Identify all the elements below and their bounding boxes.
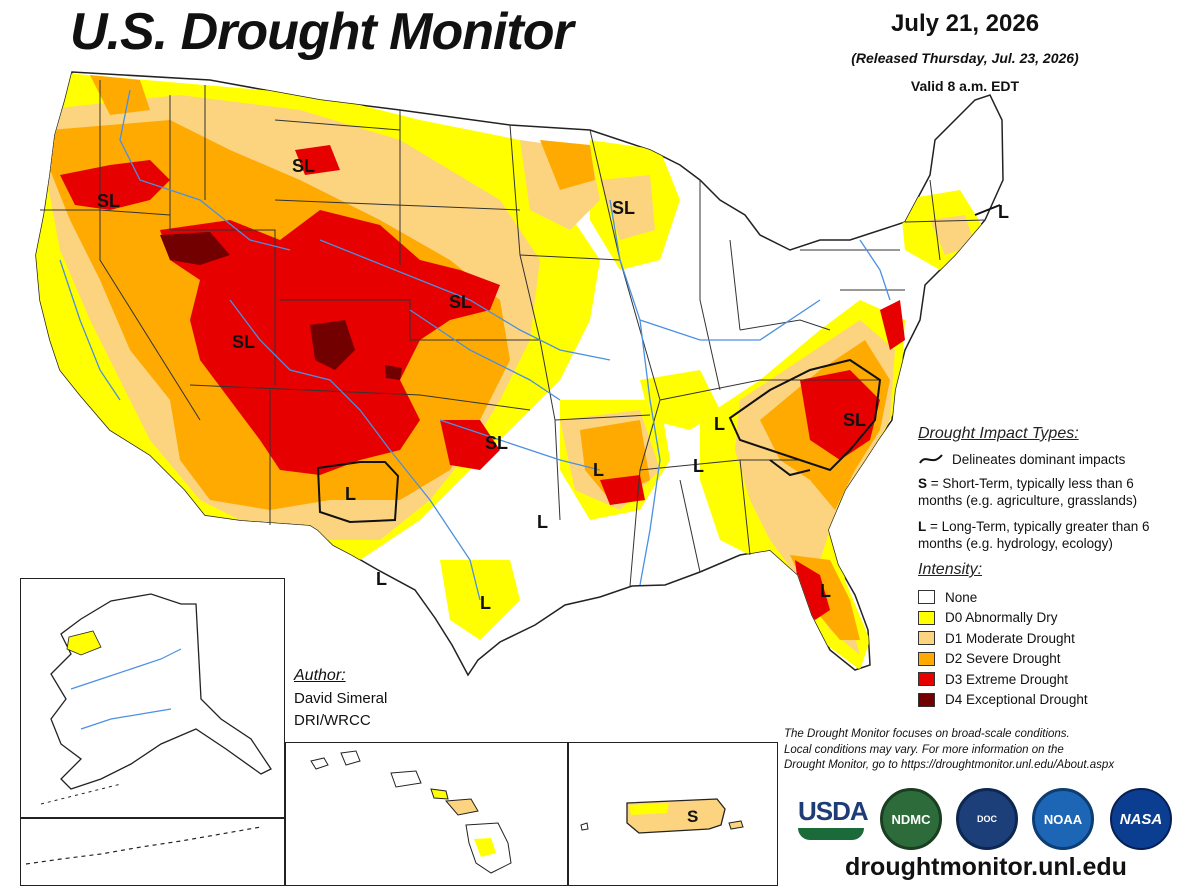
disclaimer-note: The Drought Monitor focuses on broad-sca… xyxy=(784,727,1184,774)
intensity-d4: D4 Exceptional Drought xyxy=(918,690,1178,711)
aleutian-inset xyxy=(20,818,285,886)
impact-label: L xyxy=(593,460,604,480)
intensity-label: D3 Extreme Drought xyxy=(945,671,1069,687)
intensity-label: D1 Moderate Drought xyxy=(945,630,1075,646)
doc-seal-logo[interactable]: DOC xyxy=(956,788,1018,850)
puerto-rico-inset: S xyxy=(568,742,778,886)
long-term-text: = Long-Term, typically greater than 6 mo… xyxy=(918,519,1150,551)
intensity-d3: D3 Extreme Drought xyxy=(918,669,1178,690)
swatch-d1 xyxy=(918,631,935,646)
release-date: (Released Thursday, Jul. 23, 2026) xyxy=(851,50,1079,66)
impact-label: L xyxy=(693,456,704,476)
conus-map: SL SL SL SL SL SL SL L L L L L L L L L xyxy=(35,71,1009,677)
intensity-heading: Intensity: xyxy=(918,561,983,578)
long-term-symbol: L xyxy=(918,519,927,534)
note-line: Drought Monitor, go to https://droughtmo… xyxy=(784,759,1115,771)
impact-label: L xyxy=(820,581,831,601)
swatch-none xyxy=(918,590,935,605)
ndmc-logo[interactable]: NDMC xyxy=(880,788,942,850)
boundary-line-icon xyxy=(919,454,943,464)
swatch-d3 xyxy=(918,672,935,687)
noaa-logo[interactable]: NOAA xyxy=(1032,788,1094,850)
impact-label: L xyxy=(345,484,356,504)
impact-label: S xyxy=(687,807,698,826)
short-term-key: S = Short-Term, typically less than 6 mo… xyxy=(918,475,1178,509)
swatch-d2 xyxy=(918,651,935,666)
impact-label: L xyxy=(998,202,1009,222)
rivers xyxy=(59,89,891,601)
intensity-d2: D2 Severe Drought xyxy=(918,649,1178,670)
impact-label: SL xyxy=(449,292,472,312)
author-heading: Author: xyxy=(294,667,346,684)
usda-logo-bar xyxy=(798,828,864,840)
nasa-logo[interactable]: NASA xyxy=(1110,788,1172,850)
usda-logo-text: USDA xyxy=(798,796,869,826)
intensity-d1: D1 Moderate Drought xyxy=(918,628,1178,649)
swatch-d0 xyxy=(918,610,935,625)
usda-logo[interactable]: USDA xyxy=(798,788,869,848)
author-org: DRI/WRCC xyxy=(294,712,371,729)
short-term-symbol: S xyxy=(918,476,928,491)
impact-label: SL xyxy=(232,332,255,352)
impact-label: SL xyxy=(292,156,315,176)
impact-labels: SL SL SL SL SL SL SL L L L L L L L L L xyxy=(97,156,1009,613)
intensity-none: None xyxy=(918,587,1178,608)
legend: Drought Impact Types: Delineates dominan… xyxy=(918,425,1178,710)
alaska-inset xyxy=(20,578,285,818)
aleutian-map xyxy=(25,826,262,865)
state-borders xyxy=(40,80,986,587)
note-line: The Drought Monitor focuses on broad-sca… xyxy=(784,728,1070,740)
valid-time: Valid 8 a.m. EDT xyxy=(910,78,1020,94)
author-name: David Simeral xyxy=(294,690,388,707)
website-url[interactable]: droughtmonitor.unl.edu xyxy=(845,853,1127,881)
hawaii-map xyxy=(310,750,512,874)
impact-types-heading: Drought Impact Types: xyxy=(918,425,1079,442)
map-date: July 21, 2026 xyxy=(890,10,1040,37)
impact-boundaries xyxy=(316,204,1001,524)
swatch-d4 xyxy=(918,692,935,707)
impact-label: L xyxy=(480,593,491,613)
impact-label: SL xyxy=(612,198,635,218)
hawaii-inset xyxy=(285,742,568,886)
partner-logos: USDA NDMC DOC NOAA NASA xyxy=(798,788,1178,850)
intensity-scale: None D0 Abnormally Dry D1 Moderate Droug… xyxy=(918,587,1178,710)
drought-d4-areas xyxy=(160,232,402,380)
intensity-label: D0 Abnormally Dry xyxy=(945,610,1058,626)
impact-label: SL xyxy=(97,191,120,211)
intensity-label: D4 Exceptional Drought xyxy=(945,692,1088,708)
delineates-label: Delineates dominant impacts xyxy=(952,451,1126,467)
impact-label: SL xyxy=(843,410,866,430)
short-term-text: = Short-Term, typically less than 6 mont… xyxy=(918,476,1138,508)
intensity-label: None xyxy=(945,589,978,605)
impact-label: L xyxy=(376,569,387,589)
puerto-rico-map: S xyxy=(580,798,744,834)
alaska-map xyxy=(40,593,272,805)
impact-label: L xyxy=(537,512,548,532)
impact-label: L xyxy=(714,414,725,434)
intensity-label: D2 Severe Drought xyxy=(945,651,1061,667)
note-line: Local conditions may vary. For more info… xyxy=(784,743,1064,756)
impact-boundary-key: Delineates dominant impacts xyxy=(918,451,1178,467)
intensity-d0: D0 Abnormally Dry xyxy=(918,608,1178,629)
impact-label: SL xyxy=(485,433,508,453)
map-title: U.S. Drought Monitor xyxy=(70,3,574,61)
long-term-key: L = Long-Term, typically greater than 6 … xyxy=(918,518,1178,552)
